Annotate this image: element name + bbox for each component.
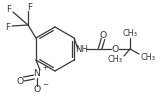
Text: O: O — [33, 86, 41, 95]
Text: CH₃: CH₃ — [123, 28, 137, 37]
Text: −: − — [42, 82, 48, 88]
Text: O: O — [99, 31, 107, 39]
Text: O: O — [16, 77, 24, 86]
Text: F: F — [7, 5, 12, 14]
Text: F: F — [5, 24, 11, 33]
Text: O: O — [111, 45, 119, 54]
Text: NH: NH — [76, 45, 88, 54]
Text: CH₃: CH₃ — [140, 53, 156, 62]
Text: N: N — [34, 69, 40, 78]
Text: CH₃: CH₃ — [108, 55, 123, 64]
Text: F: F — [28, 4, 32, 13]
Text: +: + — [42, 65, 48, 71]
